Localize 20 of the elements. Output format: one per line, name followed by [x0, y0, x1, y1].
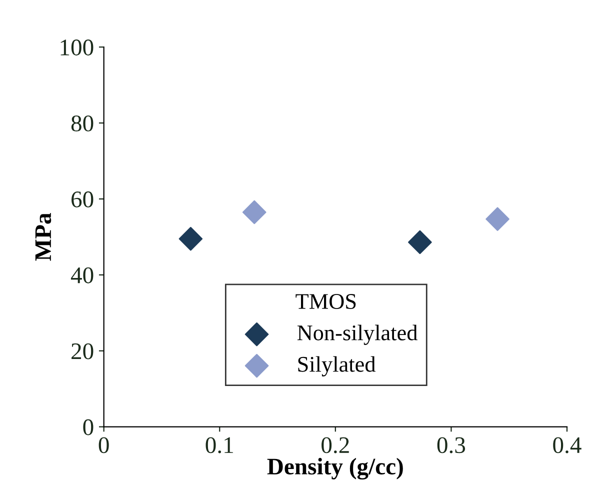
- y-tick-label: 100: [60, 40, 94, 56]
- legend-label: Silylated: [298, 356, 376, 376]
- point: [486, 207, 510, 231]
- legend-label: Non-silylated: [297, 324, 418, 345]
- legend-title: TMOS: [296, 294, 356, 309]
- y-tick-label: 20: [72, 343, 94, 360]
- x-tick-label: 0: [98, 437, 109, 454]
- x-tick-label: 0.3: [437, 437, 466, 454]
- y-tick-label: 40: [70, 267, 94, 284]
- point: [178, 226, 203, 251]
- y-axis-title: MPa: [35, 213, 52, 261]
- y-tick-label: 0: [83, 419, 94, 436]
- point: [408, 230, 432, 254]
- point: [242, 200, 266, 224]
- x-tick-label: 0.1: [206, 437, 233, 454]
- x-axis-title: Density (g/cc): [267, 458, 403, 480]
- y-tick-label: 80: [71, 115, 94, 132]
- y-tick-label: 60: [72, 191, 94, 208]
- x-tick-label: 0.2: [322, 437, 349, 454]
- x-tick-label: 0.4: [553, 437, 582, 454]
